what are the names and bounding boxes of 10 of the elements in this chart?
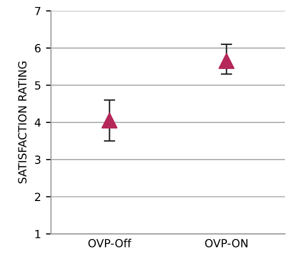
y-tick-label: 3 bbox=[35, 156, 40, 164]
y-tick-label: 1 bbox=[35, 230, 40, 238]
y-tick-label: 2 bbox=[35, 192, 40, 201]
y-tick-label: 6 bbox=[34, 44, 41, 52]
y-tick-label: 4 bbox=[34, 118, 41, 127]
y-tick-label: 5 bbox=[35, 81, 40, 90]
y-tick-label: 7 bbox=[35, 7, 40, 16]
x-tick-label: OVP-Off bbox=[88, 238, 132, 248]
y-axis-title: SATISFACTION RATING bbox=[18, 62, 26, 184]
x-tick-label: OVP-ON bbox=[205, 238, 248, 248]
